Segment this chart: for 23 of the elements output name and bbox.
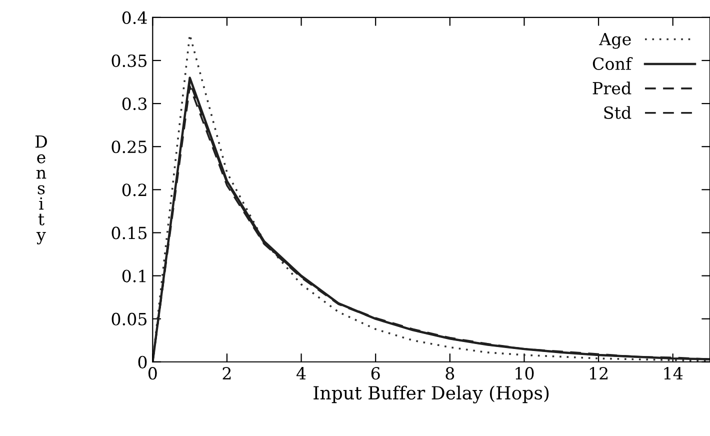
x-axis-title: Input Buffer Delay (Hops) <box>314 386 549 404</box>
x-tick-label: 4 <box>296 367 306 380</box>
y-tick-label: 0 <box>138 356 147 368</box>
y-axis-title: Density <box>35 136 47 244</box>
x-tick-label: 0 <box>148 367 157 380</box>
y-tick-label: 0.3 <box>122 98 147 110</box>
x-tick-label: 12 <box>590 367 608 380</box>
legend-label: Pred <box>592 82 632 95</box>
x-tick-label: 2 <box>222 367 231 380</box>
y-tick-label: 0.25 <box>112 140 147 154</box>
x-tick-label: 8 <box>446 367 454 380</box>
x-tick-label: 6 <box>371 367 380 380</box>
y-tick-label: 0.4 <box>122 11 147 24</box>
x-tick-label: 10 <box>516 367 534 380</box>
y-tick-label: 0.05 <box>112 312 147 326</box>
legend-label: Conf <box>592 57 633 70</box>
y-tick-label: 0.2 <box>122 184 146 196</box>
y-tick-label: 0.1 <box>122 270 146 282</box>
legend-label: Std <box>604 106 632 119</box>
x-tick-label: 14 <box>664 367 683 380</box>
y-tick-label: 0.15 <box>112 226 147 240</box>
legend-label: Age <box>598 32 631 49</box>
y-tick-label: 0.35 <box>112 54 147 68</box>
